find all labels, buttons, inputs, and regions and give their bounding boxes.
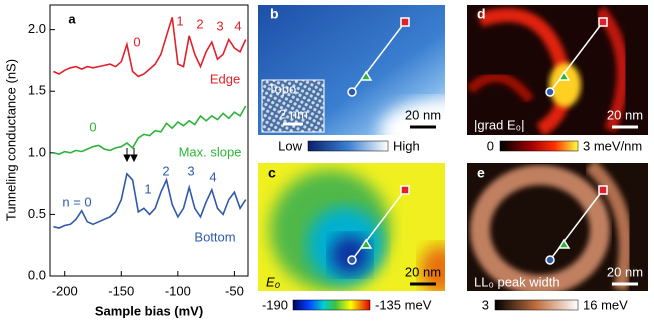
annotation: a xyxy=(68,11,76,26)
annotation: 0 xyxy=(89,119,96,134)
overlay-label: LL₀ peak width xyxy=(474,274,560,289)
annotation: Edge xyxy=(210,71,240,86)
annotation: 4 xyxy=(234,18,241,33)
annotation: 0 xyxy=(133,34,140,49)
y-tick-label: 0.0 xyxy=(28,267,46,282)
panel-label: c xyxy=(268,165,276,181)
colorbar-label: -190 xyxy=(262,297,288,312)
x-tick-label: -200 xyxy=(52,283,78,298)
annotation: 2 xyxy=(196,16,203,31)
scale-label: 20 nm xyxy=(607,107,643,122)
colorbar-label: 16 meV xyxy=(583,297,628,312)
series-line xyxy=(53,105,247,155)
series-line xyxy=(53,17,247,78)
annotation: Max. slope xyxy=(179,144,242,159)
arrows xyxy=(123,148,138,163)
scale-label: 20 nm xyxy=(607,264,643,279)
colorbar-label: 3 meV/nm xyxy=(583,138,642,153)
annotation: 1 xyxy=(144,181,151,196)
panel-label: b xyxy=(270,6,279,22)
panel-e-image xyxy=(467,163,648,291)
x-axis-label: Sample bias (mV) xyxy=(95,303,203,318)
annotation: 3 xyxy=(187,163,194,178)
annotation: n = 0 xyxy=(62,194,91,209)
y-axis-label: Tunneling conductance (nS) xyxy=(3,59,18,221)
overlay-label: E₀ xyxy=(266,274,281,289)
series-line xyxy=(53,172,247,229)
scale-label: 20 nm xyxy=(405,107,441,122)
annotation: 2 xyxy=(162,163,169,178)
colorbar-label: Low xyxy=(278,138,302,153)
y-tick-label: 0.5 xyxy=(28,206,46,221)
panel-b-image xyxy=(258,5,445,135)
colorbar xyxy=(499,140,579,152)
annotation: 1 xyxy=(176,13,183,28)
annotation: 3 xyxy=(216,18,223,33)
overlay-label: Topo. xyxy=(268,81,300,96)
scale-label: 2 nm xyxy=(279,106,308,121)
panel-label: d xyxy=(477,6,486,22)
annotation: Bottom xyxy=(194,229,235,244)
y-tick-label: 2.0 xyxy=(28,21,46,36)
panel-d-image xyxy=(467,5,648,135)
colorbar xyxy=(307,140,389,152)
colorbar-label: -135 meV xyxy=(375,297,432,312)
colorbar xyxy=(292,299,371,311)
x-tick-label: -100 xyxy=(165,283,191,298)
x-tick-label: -50 xyxy=(225,283,244,298)
y-tick-label: 1.0 xyxy=(28,144,46,159)
scale-bars xyxy=(283,122,638,286)
plot-frame xyxy=(49,4,249,277)
colorbar-label: High xyxy=(393,138,420,153)
colorbar xyxy=(494,299,579,311)
panel-label: e xyxy=(477,165,485,181)
x-tick-label: -150 xyxy=(108,283,134,298)
panel-c-image xyxy=(258,163,445,291)
y-tick-label: 1.5 xyxy=(28,83,46,98)
annotation: 4 xyxy=(209,169,216,184)
colorbar-label: 0 xyxy=(487,138,494,153)
scale-label: 20 nm xyxy=(405,264,441,279)
colorbar-label: 3 xyxy=(482,297,489,312)
overlay-label: |grad E₀| xyxy=(474,117,524,132)
line-cut-markers xyxy=(347,17,608,265)
